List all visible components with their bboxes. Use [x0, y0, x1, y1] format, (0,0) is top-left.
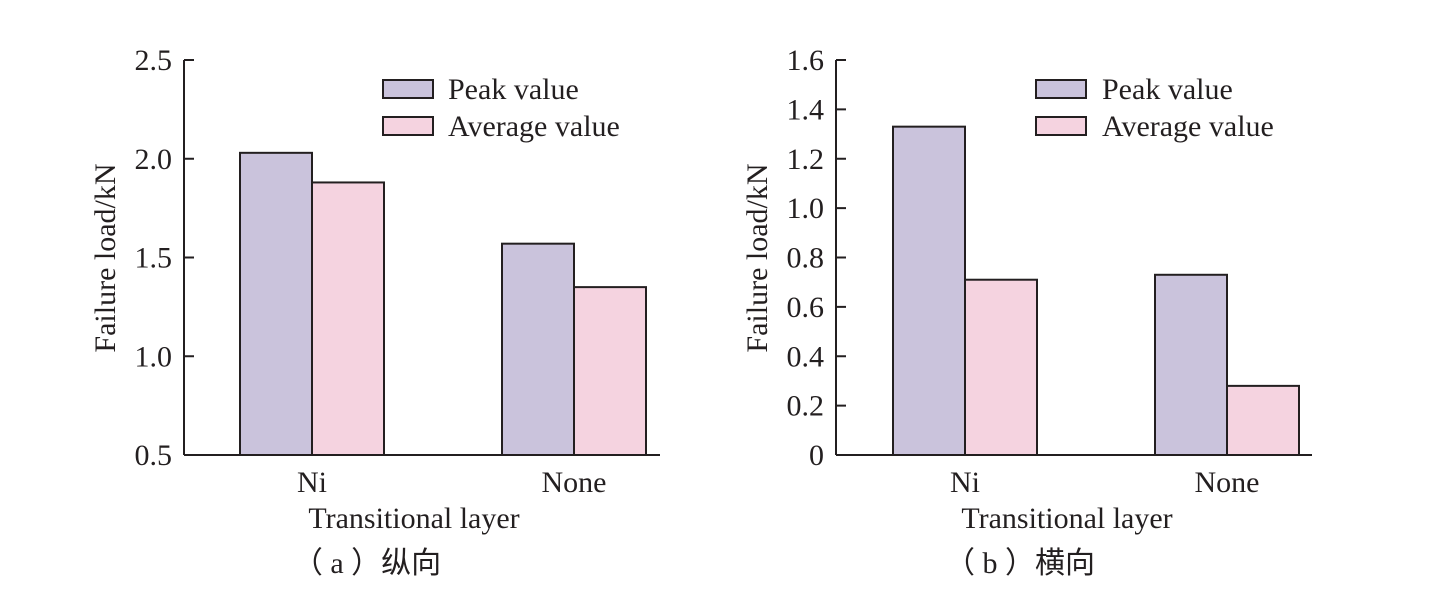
- y-tick-label: 0.8: [787, 242, 825, 275]
- x-tick-label: None: [542, 466, 607, 499]
- y-tick-label: 1.2: [787, 143, 825, 176]
- bar-average-value-none: [573, 286, 647, 456]
- y-tick-label: 1.5: [135, 242, 173, 275]
- y-tick-label: 1.6: [787, 44, 825, 77]
- bar-average-value-none: [1226, 384, 1300, 456]
- legend: Peak value Average value: [382, 73, 620, 143]
- y-tick-label: 0.4: [787, 340, 825, 373]
- legend-swatch: [1035, 79, 1087, 99]
- subfigure-caption: （ a ）纵向: [293, 547, 441, 580]
- legend-label: Average value: [1102, 110, 1274, 143]
- y-axis-label: Failure load/kN: [89, 163, 122, 352]
- legend-label: Average value: [448, 110, 620, 143]
- y-tick-label: 1.4: [787, 93, 825, 126]
- subfigure-caption: （ b ）横向: [945, 547, 1095, 580]
- x-tick-label: Ni: [297, 466, 327, 499]
- bar-average-value-ni: [311, 181, 385, 456]
- legend: Peak value Average value: [1035, 73, 1274, 143]
- y-axis-label: Failure load/kN: [741, 163, 774, 352]
- legend-label: Peak value: [448, 73, 579, 106]
- bar-peak-value-ni: [892, 125, 966, 456]
- x-tick-label: Ni: [950, 466, 980, 499]
- y-tick-label: 1.0: [135, 340, 173, 373]
- y-tick-label: 0.6: [787, 291, 825, 324]
- bar-peak-value-ni: [239, 151, 313, 456]
- y-tick-label: 2.0: [135, 143, 173, 176]
- legend-swatch: [382, 116, 434, 136]
- y-tick-label: 0.2: [787, 390, 825, 423]
- x-axis-label: Transitional layer: [961, 502, 1172, 535]
- y-tick-label: 0: [809, 439, 824, 472]
- y-tick-label: 2.5: [135, 44, 173, 77]
- y-tick-label: 1.0: [787, 192, 825, 225]
- bar-average-value-ni: [964, 278, 1038, 456]
- x-tick-label: None: [1195, 466, 1260, 499]
- x-axis-label: Transitional layer: [308, 502, 519, 535]
- legend-swatch: [1035, 116, 1087, 136]
- y-tick-label: 0.5: [135, 439, 173, 472]
- legend-label: Peak value: [1102, 73, 1233, 106]
- bar-peak-value-none: [1154, 273, 1228, 456]
- legend-swatch: [382, 79, 434, 99]
- chart-a: 0.5 1.0 1.5 2.0 2.5 Ni None Transitional layer F…: [89, 44, 660, 580]
- bar-peak-value-none: [501, 242, 575, 456]
- chart-b: 0 0.2 0.4 0.6 0.8 1.0 1.2 1.4 1.6 Ni None Transitio…: [741, 44, 1312, 580]
